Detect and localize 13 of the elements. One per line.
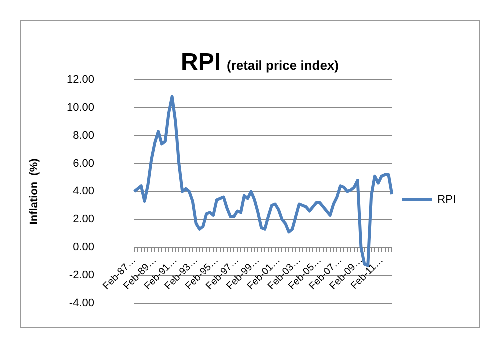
chart-title: RPI: [181, 49, 222, 76]
y-tick-label: 0.00: [73, 242, 94, 254]
y-tick-label: 12.00: [66, 74, 94, 86]
chart-subtitle: (retail price index): [227, 58, 339, 73]
y-axis-title: Inflation (%): [28, 158, 41, 225]
y-tick-label: -4.00: [69, 297, 94, 310]
y-tick-label: 2.00: [73, 214, 94, 226]
y-tick-label: -2.00: [69, 270, 94, 282]
y-tick-label: 8.00: [73, 130, 94, 142]
y-tick-label: 6.00: [73, 158, 94, 170]
y-tick-label: 10.00: [66, 102, 94, 114]
legend-label: RPI: [438, 194, 456, 206]
y-tick-label: 4.00: [73, 186, 94, 198]
